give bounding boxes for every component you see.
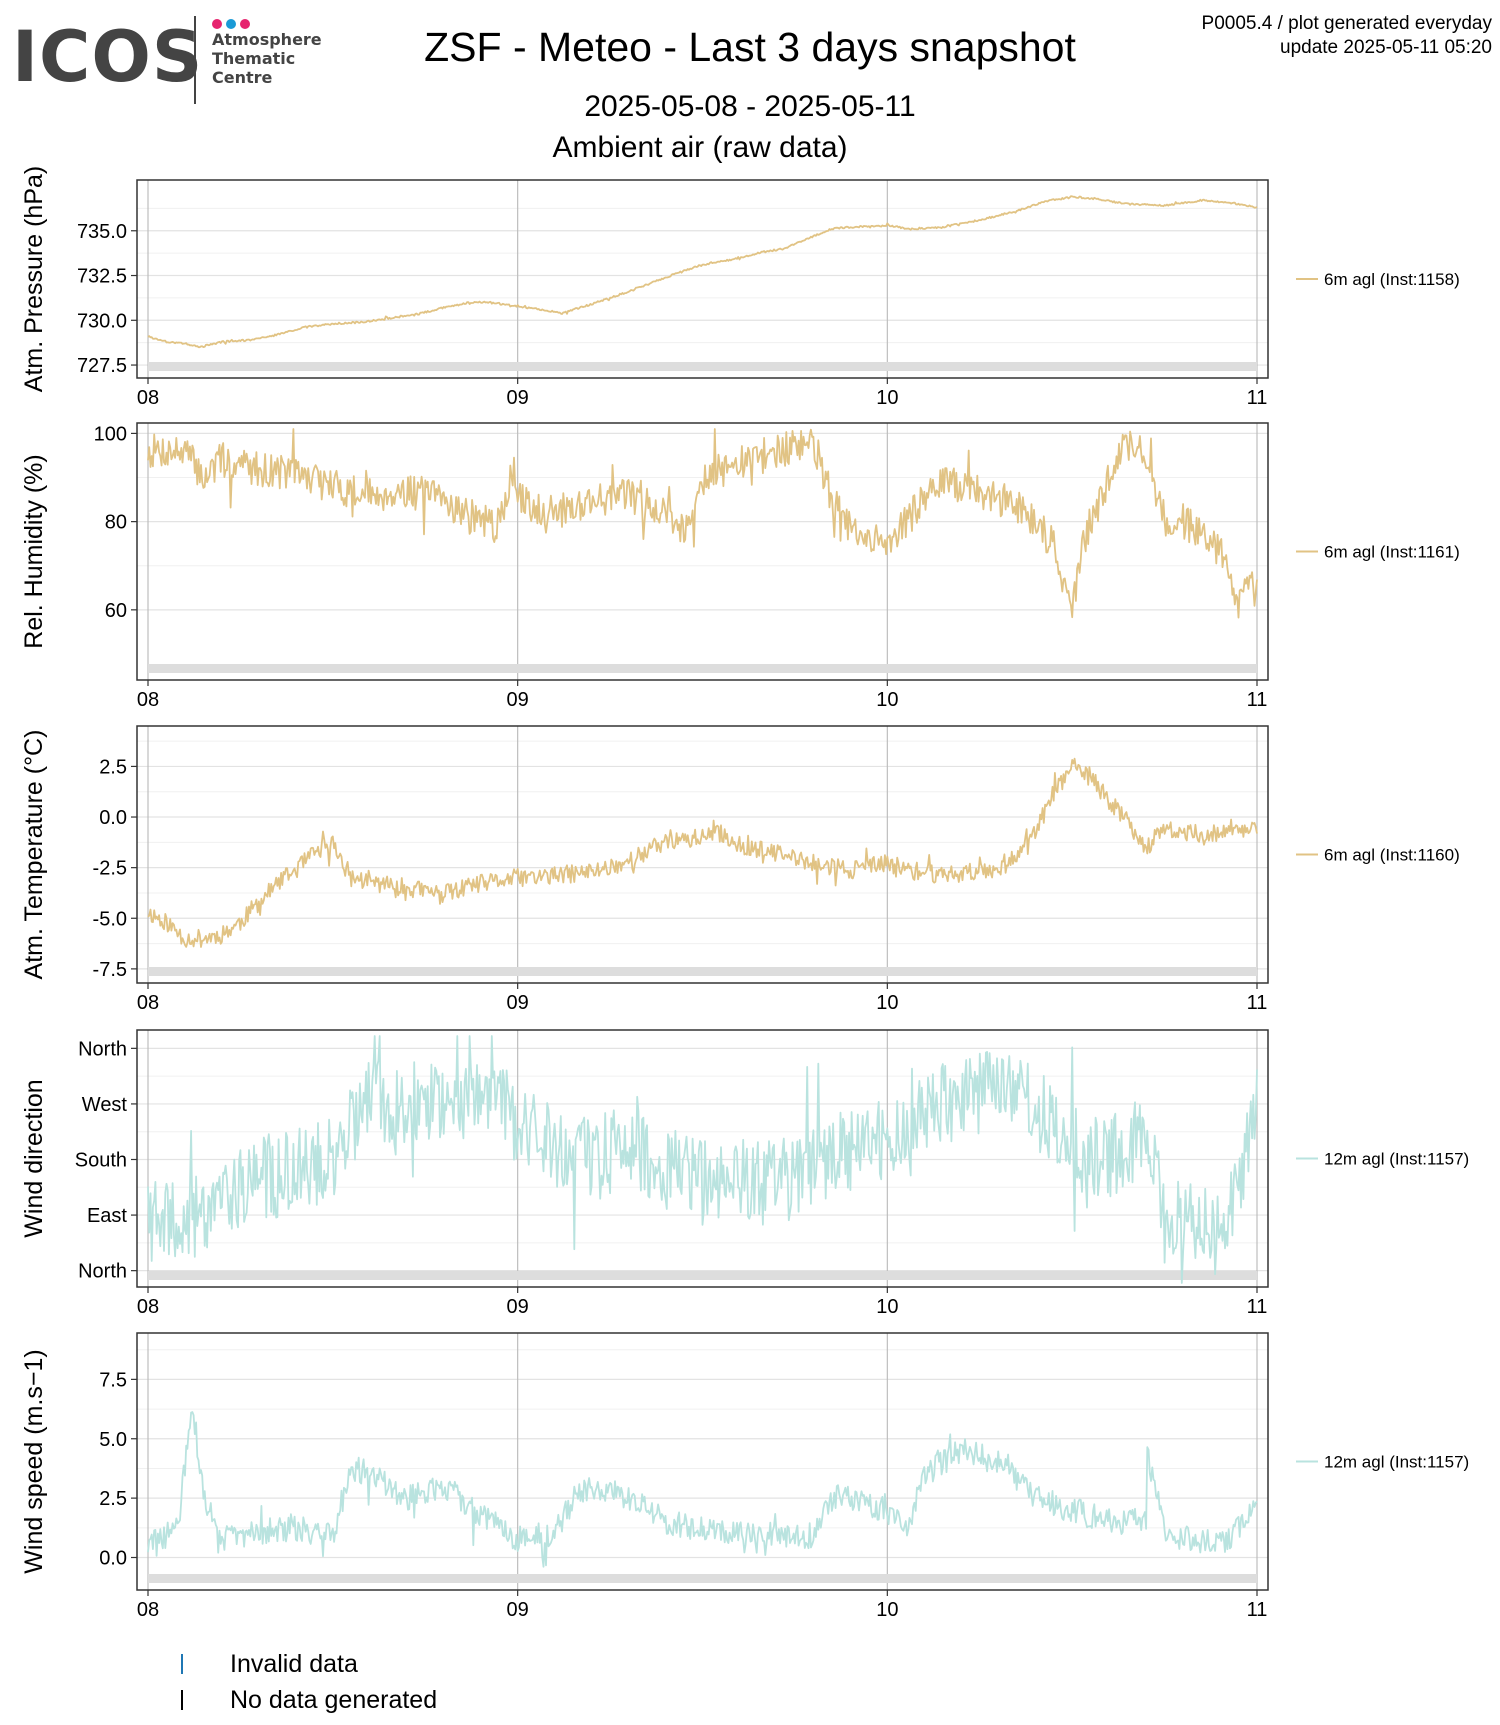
x-tick-label: 10 bbox=[876, 1599, 898, 1621]
no-data-band bbox=[148, 967, 1257, 976]
y-tick-label: -2.5 bbox=[93, 858, 127, 880]
y-axis-title: Rel. Humidity (%) bbox=[20, 454, 48, 648]
x-tick-label: 11 bbox=[1247, 387, 1268, 409]
legend-label: 6m agl (Inst:1158) bbox=[1324, 270, 1460, 289]
x-tick-label: 11 bbox=[1247, 992, 1268, 1014]
x-tick-label: 11 bbox=[1247, 1296, 1268, 1318]
legend-label: 6m agl (Inst:1160) bbox=[1324, 846, 1460, 865]
x-tick-label: 08 bbox=[137, 387, 159, 409]
x-tick-label: 10 bbox=[876, 689, 898, 711]
series-line bbox=[147, 195, 1258, 349]
x-tick-label: 10 bbox=[876, 387, 898, 409]
panel-border bbox=[136, 179, 1269, 379]
panel-1: 727.5 730.0 732.5 735.0 08 09 10 11 Atm. Pressur… bbox=[20, 166, 1460, 409]
y-tick-label: 2.5 bbox=[99, 756, 127, 778]
y-tick-label: 735.0 bbox=[77, 221, 127, 243]
logo-dot-1 bbox=[212, 19, 222, 29]
logo-line-1: Atmosphere bbox=[212, 30, 322, 49]
x-tick-label: 11 bbox=[1247, 1599, 1268, 1621]
y-tick-label: 80 bbox=[105, 512, 127, 534]
x-tick-label: 08 bbox=[137, 689, 159, 711]
x-tick-label: 08 bbox=[137, 1599, 159, 1621]
y-tick-label: 5.0 bbox=[99, 1429, 127, 1451]
x-tick-label: 10 bbox=[876, 992, 898, 1014]
y-tick-label: East bbox=[87, 1205, 127, 1227]
logo-line-3: Centre bbox=[212, 68, 273, 87]
series-line bbox=[147, 1411, 1258, 1568]
y-tick-label: North bbox=[78, 1261, 127, 1283]
y-tick-label: 7.5 bbox=[99, 1369, 127, 1391]
legend-label: 6m agl (Inst:1161) bbox=[1324, 543, 1460, 562]
panel-border bbox=[136, 422, 1269, 681]
y-axis-title: Wind speed (m.s−1) bbox=[20, 1349, 48, 1573]
y-tick-label: West bbox=[82, 1094, 128, 1116]
no-data-label: No data generated bbox=[230, 1686, 438, 1714]
series-line bbox=[147, 1035, 1258, 1284]
y-tick-label: -7.5 bbox=[93, 959, 127, 981]
x-tick-label: 11 bbox=[1247, 689, 1268, 711]
panel-3: -7.5 -5.0 -2.5 0.0 2.5 08 09 10 11 Atm. Temperatu… bbox=[20, 725, 1460, 1014]
panel-border bbox=[136, 1029, 1269, 1288]
y-tick-label: 60 bbox=[105, 600, 127, 622]
date-range: 2025-05-08 - 2025-05-11 bbox=[584, 90, 916, 123]
y-tick-label: 730.0 bbox=[77, 310, 127, 332]
x-tick-label: 09 bbox=[507, 1599, 529, 1621]
x-tick-label: 09 bbox=[507, 689, 529, 711]
x-tick-label: 10 bbox=[876, 1296, 898, 1318]
plot-info: P0005.4 / plot generated everyday update… bbox=[1202, 12, 1492, 60]
series-line bbox=[147, 757, 1258, 948]
y-tick-label: 2.5 bbox=[99, 1488, 127, 1510]
y-tick-label: 727.5 bbox=[77, 355, 127, 377]
logo-wordmark: ICOS bbox=[12, 16, 204, 98]
update-time: update 2025-05-11 05:20 bbox=[1280, 37, 1492, 58]
no-data-band bbox=[148, 664, 1257, 673]
x-tick-label: 08 bbox=[137, 1296, 159, 1318]
x-tick-label: 09 bbox=[507, 992, 529, 1014]
y-tick-label: 0.0 bbox=[99, 807, 127, 829]
panel-2: 60 80 100 08 09 10 11 Rel. Humidity (%) 6m agl (… bbox=[20, 422, 1460, 711]
y-tick-label: South bbox=[75, 1150, 127, 1172]
chart-subtitle: Ambient air (raw data) bbox=[552, 131, 848, 164]
no-data-band bbox=[148, 1271, 1257, 1280]
logo-line-2: Thematic bbox=[212, 49, 296, 68]
panel-border bbox=[136, 1332, 1269, 1591]
y-tick-label: -5.0 bbox=[93, 908, 127, 930]
panel-4: North East South West North 08 09 10 11 Wind dire… bbox=[20, 1029, 1469, 1318]
y-tick-label: 732.5 bbox=[77, 266, 127, 288]
series-line bbox=[147, 428, 1258, 619]
x-tick-label: 08 bbox=[137, 992, 159, 1014]
y-axis-title: Wind direction bbox=[20, 1079, 48, 1237]
y-axis-title: Atm. Temperature (°C) bbox=[20, 730, 48, 980]
no-data-band bbox=[148, 362, 1257, 371]
y-tick-label: 100 bbox=[94, 423, 127, 445]
invalid-data-label: Invalid data bbox=[230, 1650, 358, 1678]
logo-divider bbox=[194, 16, 196, 104]
y-tick-label: North bbox=[78, 1038, 127, 1060]
no-data-band bbox=[148, 1574, 1257, 1583]
logo-dots bbox=[212, 16, 254, 34]
x-tick-label: 09 bbox=[507, 387, 529, 409]
y-tick-label: 0.0 bbox=[99, 1548, 127, 1570]
invalid-data-marker bbox=[181, 1654, 183, 1674]
y-axis-title: Atm. Pressure (hPa) bbox=[20, 166, 48, 392]
plot-code: P0005.4 / plot generated everyday bbox=[1201, 13, 1492, 34]
legend-label: 12m agl (Inst:1157) bbox=[1324, 1453, 1469, 1472]
panel-5: 0.0 2.5 5.0 7.5 08 09 10 11 Wind speed (m.s−1) 12… bbox=[20, 1332, 1469, 1621]
legend-label: 12m agl (Inst:1157) bbox=[1324, 1150, 1469, 1169]
logo-dot-2 bbox=[226, 19, 236, 29]
panel-border bbox=[136, 725, 1269, 984]
x-tick-label: 09 bbox=[507, 1296, 529, 1318]
icos-logo: ICOS Atmosphere Thematic Centre bbox=[12, 14, 332, 106]
page-title: ZSF - Meteo - Last 3 days snapshot bbox=[424, 24, 1076, 70]
no-data-marker bbox=[181, 1690, 183, 1710]
logo-subtitle: Atmosphere Thematic Centre bbox=[212, 30, 322, 87]
logo-dot-3 bbox=[240, 19, 250, 29]
